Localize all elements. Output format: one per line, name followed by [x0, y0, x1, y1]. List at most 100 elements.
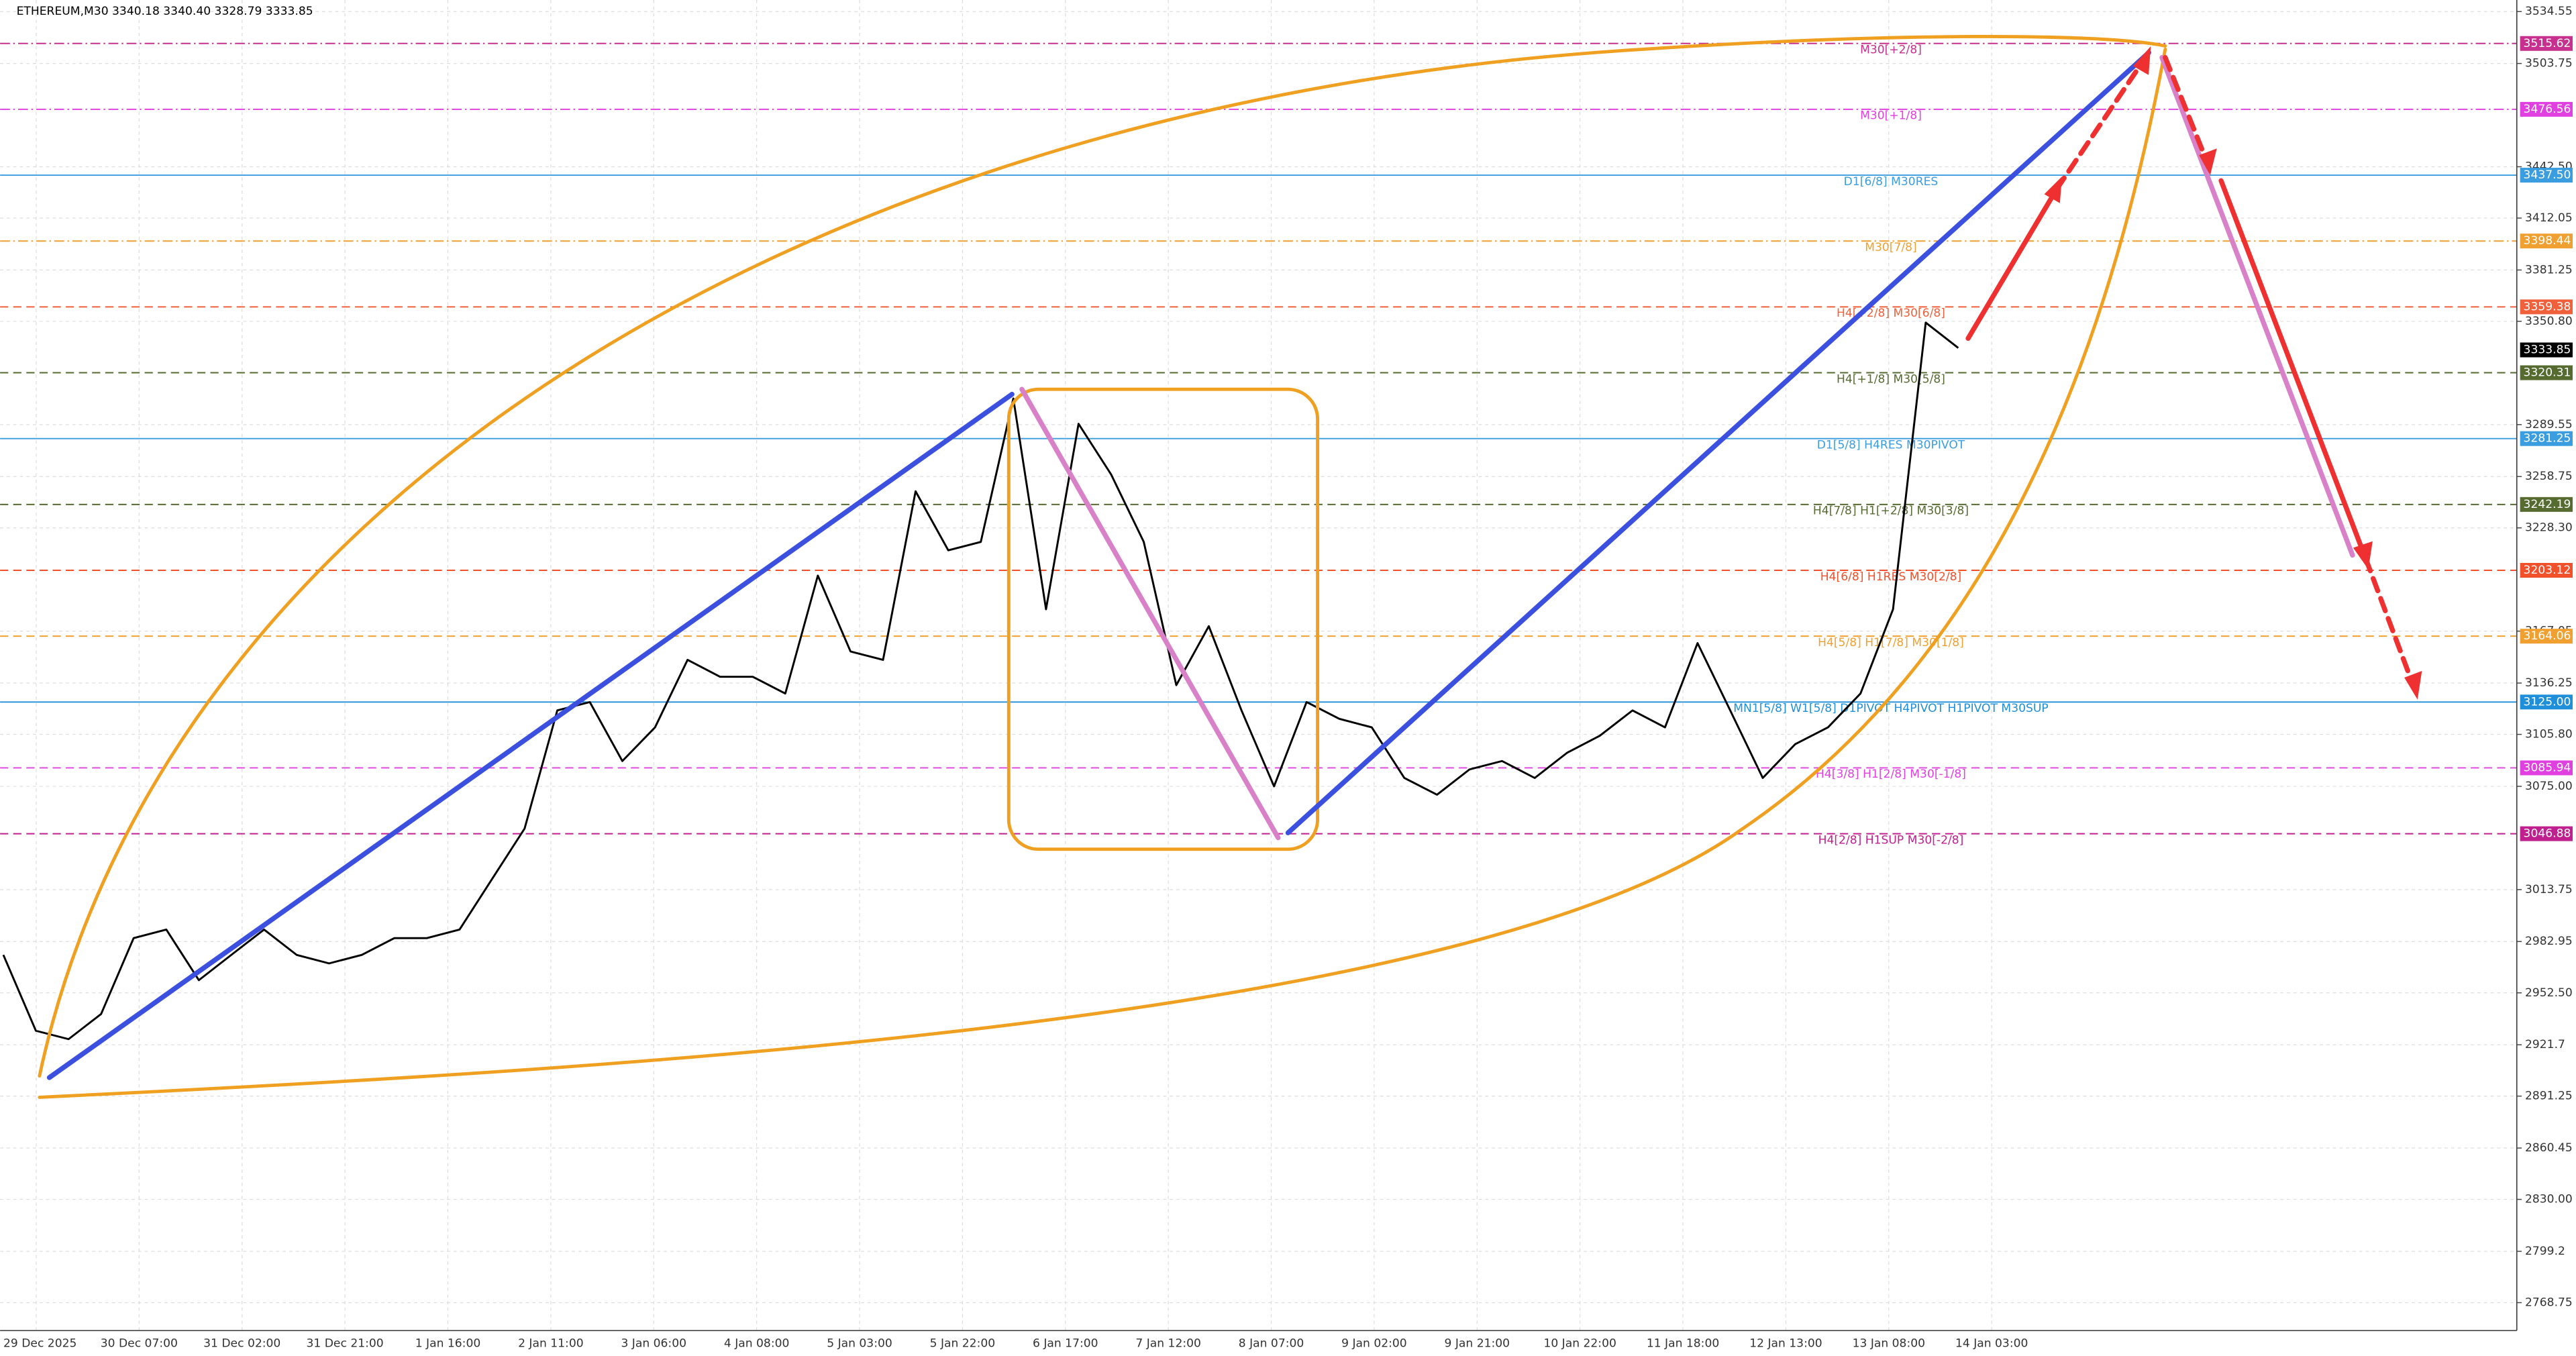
level-price-box: [2520, 365, 2573, 380]
level-price-box: [2520, 629, 2573, 644]
level-price: 3085.94: [2524, 761, 2571, 774]
axes: 3534.553503.753442.503412.053381.253350.…: [3, 5, 2573, 1351]
current-price-box: [2520, 342, 2573, 358]
level-price-box: [2520, 36, 2573, 51]
levels: M30[+2/8] M30[+1/8] D1[6/8] M30RES M30[7/8]…: [0, 42, 2517, 847]
arrow-heads: [2044, 46, 2422, 700]
level-price: 3320.31: [2524, 366, 2571, 380]
y-tick-label: 3136.25: [2525, 676, 2573, 690]
blue-trend: [1285, 50, 2152, 835]
red-arrow: [2163, 55, 2211, 167]
x-tick-label: 10 Jan 22:00: [1543, 1337, 1616, 1351]
level-name: D1[5/8] H4RES M30PIVOT: [1817, 438, 1965, 452]
y-tick-label: 2830.00: [2525, 1193, 2573, 1206]
y-tick-label: 2768.75: [2525, 1296, 2573, 1309]
y-tick-label: 2952.50: [2525, 986, 2573, 1000]
pink-trend: [2159, 55, 2355, 558]
level-name: M30[+1/8]: [1860, 109, 1922, 123]
level-name: M30[7/8]: [1865, 241, 1917, 254]
level-price-box: [2520, 826, 2573, 841]
level-name: H4[6/8] H1RES M30[2/8]: [1820, 570, 1961, 584]
y-tick-label: 3228.30: [2525, 521, 2573, 535]
x-tick-label: 9 Jan 02:00: [1341, 1337, 1407, 1351]
y-tick-label: 3105.80: [2525, 728, 2573, 741]
y-tick-label: 3503.75: [2525, 57, 2573, 70]
y-tick-label: 2860.45: [2525, 1141, 2573, 1155]
y-tick-label: 2921.7: [2525, 1038, 2565, 1051]
x-tick-label: 7 Jan 12:00: [1135, 1337, 1201, 1351]
level-price: 3281.25: [2524, 432, 2571, 446]
y-tick-label: 2891.25: [2525, 1090, 2573, 1103]
y-tick-label: 3381.25: [2525, 263, 2573, 276]
x-tick-label: 3 Jan 06:00: [621, 1337, 686, 1351]
x-tick-label: 5 Jan 03:00: [827, 1337, 892, 1351]
red-arrow: [2054, 55, 2149, 192]
x-tick-label: 12 Jan 13:00: [1749, 1337, 1822, 1351]
level-price: 3359.38: [2524, 300, 2571, 313]
x-tick-label: 31 Dec 21:00: [307, 1337, 384, 1351]
x-tick-label: 31 Dec 02:00: [203, 1337, 280, 1351]
level-name: M30[+2/8]: [1860, 44, 1922, 57]
level-price-box: [2520, 760, 2573, 776]
level-price-box: [2520, 299, 2573, 315]
orange-curve: [38, 47, 2167, 1099]
y-tick-label: 3258.75: [2525, 470, 2573, 483]
level-price: 3046.88: [2524, 827, 2571, 841]
pink-trend: [1019, 386, 1281, 841]
y-tick-label: 2799.2: [2525, 1245, 2565, 1258]
y-tick-label: 3534.55: [2525, 5, 2573, 18]
level-price: 3125.00: [2524, 695, 2571, 709]
level-price-box: [2520, 497, 2573, 512]
level-name: H4[5/8] H1[7/8] M30[1/8]: [1818, 636, 1964, 649]
level-name: H4[+1/8] M30[5/8]: [1837, 372, 1945, 386]
level-price: 3242.19: [2524, 498, 2571, 511]
level-name: H4[3/8] H1[2/8] M30[-1/8]: [1816, 768, 1966, 781]
drawings: [38, 34, 2422, 1099]
orange-curve: [38, 34, 2167, 1078]
x-tick-label: 8 Jan 07:00: [1239, 1337, 1304, 1351]
price: [2, 321, 1959, 1041]
level-price-box: [2520, 431, 2573, 446]
red-arrow: [2363, 556, 2418, 692]
orange-box: [1007, 387, 1320, 851]
level-price-box: [2520, 233, 2573, 249]
chart-header: ETHEREUM,M30 3340.18 3340.40 3328.79 333…: [17, 5, 313, 18]
x-tick-label: 11 Jan 18:00: [1647, 1337, 1719, 1351]
y-tick-label: 3075.00: [2525, 780, 2573, 793]
level-name: H4[2/8] H1SUP M30[-2/8]: [1818, 833, 1964, 847]
x-tick-label: 30 Dec 07:00: [101, 1337, 178, 1351]
red-arrow: [2218, 178, 2369, 562]
y-tick-label: 3412.05: [2525, 211, 2573, 225]
x-tick-label: 29 Dec 2025: [3, 1337, 76, 1351]
x-tick-label: 6 Jan 17:00: [1033, 1337, 1098, 1351]
current-price: 3333.85: [2524, 344, 2571, 357]
level-price-box: [2520, 694, 2573, 710]
y-tick-label: 3289.55: [2525, 418, 2573, 431]
level-price-box: [2520, 168, 2573, 183]
x-tick-label: 2 Jan 11:00: [518, 1337, 584, 1351]
blue-trend: [46, 391, 1015, 1080]
y-tick-label: 3013.75: [2525, 883, 2573, 896]
x-tick-label: 4 Jan 08:00: [724, 1337, 790, 1351]
level-price: 3515.62: [2524, 37, 2571, 50]
level-price: 3398.44: [2524, 234, 2571, 248]
level-price: 3164.06: [2524, 629, 2571, 643]
x-tick-label: 13 Jan 08:00: [1853, 1337, 1925, 1351]
level-name: H4[7/8] H1[+2/8] M30[3/8]: [1813, 505, 1969, 518]
level-price-box: [2520, 101, 2573, 117]
x-tick-label: 1 Jan 16:00: [415, 1337, 481, 1351]
red-arrow: [1965, 186, 2059, 342]
grid: [0, 0, 2517, 1331]
x-tick-label: 9 Jan 21:00: [1445, 1337, 1510, 1351]
y-tick-label: 2982.95: [2525, 935, 2573, 948]
level-price: 3476.56: [2524, 103, 2571, 116]
level-price: 3203.12: [2524, 564, 2571, 577]
level-price-box: [2520, 562, 2573, 578]
level-name: MN1[5/8] W1[5/8] D1PIVOT H4PIVOT H1PIVOT…: [1733, 702, 2048, 715]
x-tick-label: 5 Jan 22:00: [930, 1337, 996, 1351]
y-tick-label: 3350.80: [2525, 315, 2573, 328]
level-price: 3437.50: [2524, 168, 2571, 182]
price-line: [2, 321, 1959, 1041]
level-name: D1[6/8] M30RES: [1844, 175, 1939, 189]
